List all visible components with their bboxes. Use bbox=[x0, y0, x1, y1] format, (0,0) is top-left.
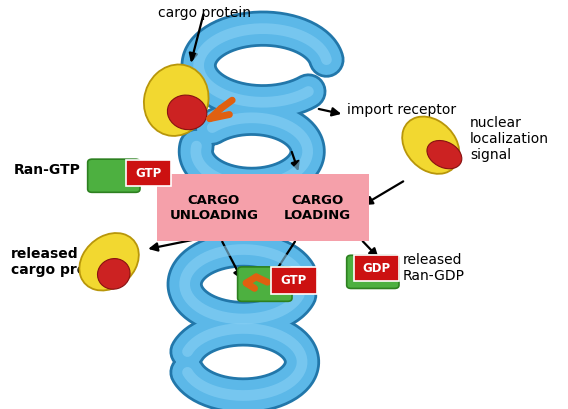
Text: import receptor: import receptor bbox=[347, 103, 456, 117]
FancyBboxPatch shape bbox=[237, 267, 292, 301]
Ellipse shape bbox=[80, 233, 139, 290]
Text: cargo protein: cargo protein bbox=[158, 6, 250, 20]
FancyBboxPatch shape bbox=[157, 174, 272, 241]
FancyBboxPatch shape bbox=[272, 267, 316, 294]
Ellipse shape bbox=[402, 117, 460, 174]
Ellipse shape bbox=[168, 95, 207, 130]
FancyBboxPatch shape bbox=[266, 174, 369, 241]
Text: CARGO
LOADING: CARGO LOADING bbox=[284, 193, 351, 222]
Text: released
cargo protein: released cargo protein bbox=[11, 247, 117, 277]
Ellipse shape bbox=[144, 65, 208, 136]
Text: GTP: GTP bbox=[135, 166, 162, 180]
Text: CARGO
UNLOADING: CARGO UNLOADING bbox=[169, 193, 258, 222]
Text: GTP: GTP bbox=[281, 274, 307, 287]
Ellipse shape bbox=[427, 141, 462, 169]
FancyBboxPatch shape bbox=[87, 159, 140, 192]
FancyBboxPatch shape bbox=[126, 160, 171, 186]
FancyBboxPatch shape bbox=[354, 255, 399, 281]
FancyBboxPatch shape bbox=[346, 255, 399, 288]
Ellipse shape bbox=[98, 258, 130, 289]
Text: GDP: GDP bbox=[363, 262, 391, 275]
Text: nuclear
localization
signal: nuclear localization signal bbox=[470, 116, 549, 162]
Text: Ran-GTP: Ran-GTP bbox=[14, 163, 81, 177]
Text: released
Ran-GDP: released Ran-GDP bbox=[403, 253, 465, 283]
